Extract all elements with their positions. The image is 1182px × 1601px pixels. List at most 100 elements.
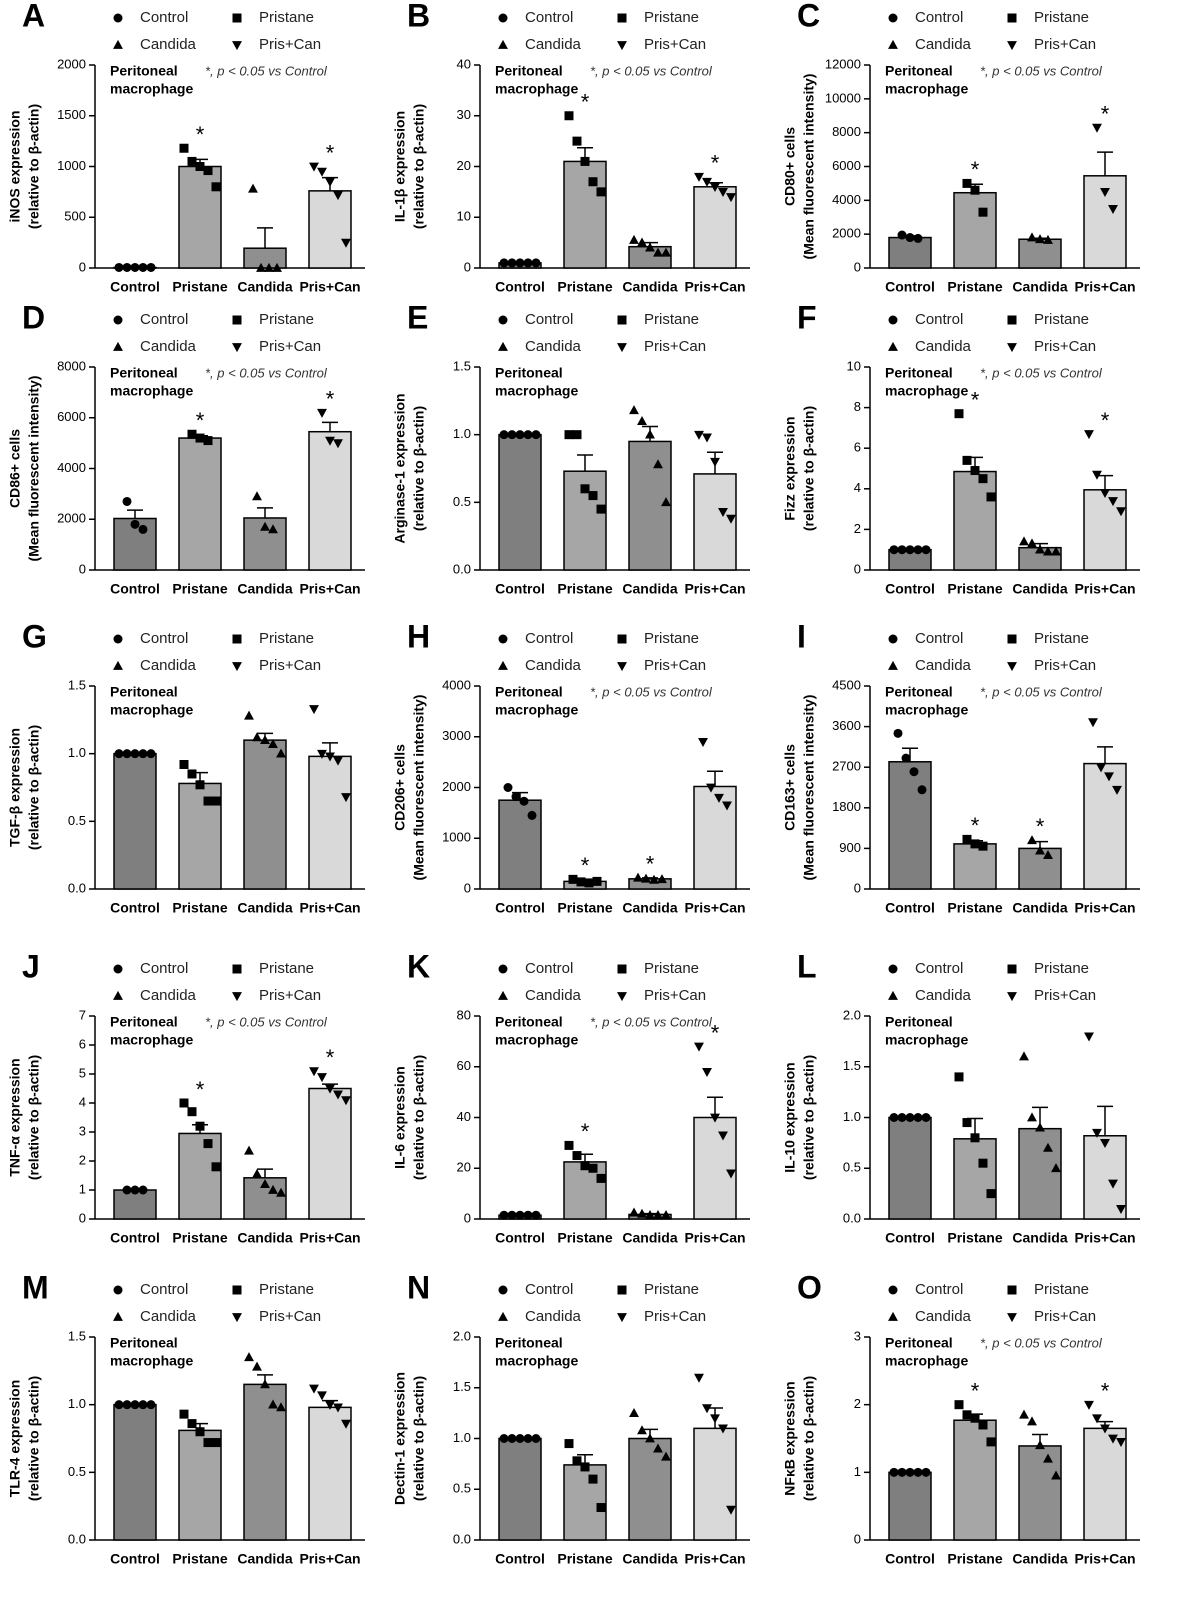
data-point — [702, 433, 712, 443]
data-point — [584, 878, 594, 888]
data-point — [333, 1403, 343, 1413]
panel-letter: J — [22, 948, 40, 984]
data-point — [1019, 1409, 1029, 1419]
legend-label: Control — [915, 630, 963, 647]
bar — [1018, 1445, 1062, 1541]
data-point — [187, 429, 197, 439]
x-tick-label: Candida — [237, 900, 292, 916]
y-tick-label: 0.5 — [453, 494, 471, 509]
annotation: macrophage — [110, 702, 193, 718]
data-point — [130, 1185, 140, 1195]
significance-star: * — [971, 1378, 980, 1403]
x-tick-label: Pris+Can — [1074, 900, 1135, 916]
data-point — [309, 162, 319, 172]
data-point — [580, 1161, 590, 1171]
y-tick-label: 2.0 — [843, 1007, 861, 1022]
data-point — [333, 1090, 343, 1100]
data-point — [523, 1210, 533, 1220]
x-tick-label: Candida — [622, 279, 677, 295]
x-tick-label: Pris+Can — [684, 279, 745, 295]
legend-label: Candida — [525, 987, 582, 1004]
data-point — [260, 734, 270, 744]
data-point — [244, 1352, 254, 1362]
panel-letter: E — [407, 299, 428, 335]
p-value-note: *, p < 0.05 vs Control — [980, 63, 1103, 78]
data-point — [1035, 1440, 1045, 1450]
x-tick-label: Control — [110, 279, 160, 295]
data-point — [268, 524, 278, 534]
data-point — [921, 545, 931, 555]
y-axis-label: (relative to β-actin) — [411, 1055, 427, 1180]
data-point — [718, 507, 728, 517]
y-tick-label: 2 — [854, 521, 861, 536]
error-bar — [1097, 1105, 1113, 1136]
y-tick-label: 1.0 — [68, 1396, 86, 1411]
data-point — [252, 1361, 262, 1371]
bar — [693, 473, 737, 571]
data-point — [962, 455, 972, 465]
y-axis-label: TNF-α expression — [7, 1058, 23, 1176]
y-axis-label: Fizz expression — [782, 416, 798, 520]
y-axis-label: IL-1β expression — [392, 111, 408, 222]
legend-marker — [888, 634, 898, 644]
legend-label: Control — [525, 1281, 573, 1298]
legend-label: Pris+Can — [1034, 1308, 1096, 1325]
legend-marker — [1007, 634, 1017, 644]
legend-marker — [888, 660, 898, 670]
legend-marker — [617, 662, 627, 672]
data-point — [714, 793, 724, 803]
annotation: Peritoneal — [885, 63, 953, 79]
y-tick-label: 0.0 — [68, 880, 86, 895]
data-point — [195, 780, 205, 790]
data-point — [325, 752, 335, 762]
x-tick-label: Pris+Can — [684, 581, 745, 597]
y-tick-label: 0 — [854, 1531, 861, 1546]
panel-letter: B — [407, 0, 430, 33]
legend-marker — [498, 660, 508, 670]
bar — [563, 160, 607, 269]
legend-marker — [498, 990, 508, 1000]
y-tick-label: 6 — [854, 440, 861, 455]
data-point — [1092, 1414, 1102, 1424]
legend-marker — [617, 1285, 627, 1295]
bar — [1083, 1427, 1127, 1541]
data-point — [523, 1434, 533, 1443]
legend-label: Candida — [525, 36, 582, 53]
data-point — [596, 504, 606, 514]
annotation: macrophage — [885, 81, 968, 97]
legend-marker — [232, 662, 242, 672]
data-point — [970, 1133, 980, 1143]
y-axis-label: NFκB expression — [782, 1381, 798, 1495]
x-tick-label: Pris+Can — [1074, 581, 1135, 597]
data-point — [726, 1505, 736, 1515]
annotation: macrophage — [885, 702, 968, 718]
x-tick-label: Candida — [237, 581, 292, 597]
data-point — [507, 430, 517, 440]
data-point — [1100, 188, 1110, 198]
legend-label: Candida — [915, 1308, 972, 1325]
data-point — [146, 749, 156, 759]
y-tick-label: 0 — [854, 259, 861, 274]
legend-label: Pristane — [644, 311, 699, 328]
significance-star: * — [196, 1077, 205, 1102]
bar — [1018, 847, 1062, 890]
data-point — [187, 769, 197, 779]
annotation: Peritoneal — [495, 1335, 563, 1351]
data-point — [317, 167, 327, 177]
legend-label: Pristane — [644, 630, 699, 647]
bar — [308, 1087, 352, 1220]
data-point — [962, 1118, 972, 1128]
data-point — [572, 136, 582, 146]
data-point — [341, 793, 351, 803]
data-point — [195, 1427, 205, 1437]
x-tick-label: Control — [495, 1230, 545, 1246]
y-axis-label: (relative to β-actin) — [801, 406, 817, 531]
data-point — [905, 1113, 915, 1122]
significance-star: * — [196, 122, 205, 147]
x-tick-label: Candida — [622, 1230, 677, 1246]
y-axis-label: IL-10 expression — [782, 1062, 798, 1173]
y-tick-label: 4500 — [832, 677, 861, 692]
y-tick-label: 40 — [457, 56, 471, 71]
data-point — [694, 172, 704, 182]
data-point — [897, 1467, 907, 1477]
